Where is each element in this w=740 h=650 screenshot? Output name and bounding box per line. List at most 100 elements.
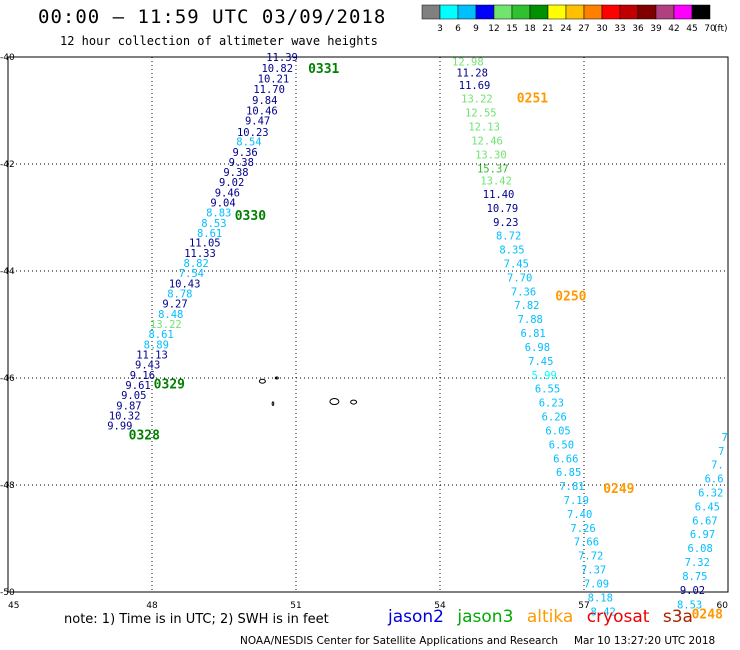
swh-value: 7.37: [581, 565, 606, 577]
swh-value: 7.88: [518, 314, 543, 326]
swh-value: 9.02: [680, 585, 705, 597]
satellite-key: jason2 jason3 altika cryosat s3a: [388, 607, 701, 627]
lat-tick-label: -48: [0, 481, 15, 491]
swh-value: 15.37: [477, 163, 509, 175]
swh-value: 9.04: [210, 198, 235, 210]
pass-label: 0328: [129, 429, 160, 444]
lon-tick-label: 54: [434, 601, 446, 611]
swh-value: 6.05: [545, 425, 570, 437]
swh-value: 6.66: [553, 453, 578, 465]
swh-value: 7.32: [685, 557, 710, 569]
swh-value: 8.53: [677, 599, 702, 611]
island-outline: [274, 376, 279, 380]
swh-value: 10.21: [258, 73, 290, 85]
swh-value: 7.82: [514, 300, 539, 312]
satellite-name-jason2: jason2: [388, 607, 444, 627]
swh-value: 7: [721, 432, 727, 444]
swh-value: 11.13: [136, 349, 168, 361]
swh-value: 7.19: [564, 495, 589, 507]
page-subtitle: 12 hour collection of altimeter wave hei…: [60, 34, 378, 48]
swh-value: 6.85: [556, 467, 581, 479]
pass-label: 0249: [603, 482, 634, 497]
map-frame: [7, 56, 729, 593]
swh-value: 13.22: [461, 94, 493, 106]
lat-tick-label: -46: [0, 374, 15, 384]
swh-value: 7.72: [578, 551, 603, 563]
swh-value: 8.42: [591, 606, 616, 618]
swh-value: 7.40: [567, 509, 592, 521]
swh-value: 11.33: [184, 248, 216, 260]
swh-value: 11.69: [459, 80, 491, 92]
swh-value: 11.28: [456, 68, 488, 80]
swh-value: 9.87: [116, 400, 141, 412]
swh-value: 6.32: [698, 487, 723, 499]
swh-value: 9.38: [229, 157, 254, 169]
swh-value: 10.79: [487, 203, 519, 215]
swh-value: 6.26: [542, 412, 567, 424]
swh-value: 9.43: [135, 360, 160, 372]
swh-value: 13.22: [150, 319, 182, 331]
swh-value: 7.81: [559, 481, 584, 493]
swh-value: 9.36: [232, 147, 257, 159]
swh-value: 8.83: [206, 208, 231, 220]
swh-value: 7.26: [570, 523, 595, 535]
lon-tick-label: 57: [578, 601, 589, 611]
swh-value: 8.75: [682, 571, 707, 583]
island-outline: [271, 401, 275, 406]
swh-value: 11.40: [483, 189, 515, 201]
swh-value: 8.82: [184, 258, 209, 270]
swh-value: 6.81: [520, 328, 545, 340]
swh-value: 9.27: [162, 299, 187, 311]
swh-value: 12.46: [471, 135, 503, 147]
swh-value: 6.45: [695, 501, 720, 513]
swh-value: 13.42: [480, 176, 512, 188]
lon-tick-label: 45: [8, 601, 19, 611]
swh-value: 6.23: [539, 398, 564, 410]
swh-value: 12.55: [465, 108, 497, 120]
swh-value: 8.53: [201, 218, 226, 230]
lat-tick-label: -50: [0, 588, 15, 598]
swh-value: 7.54: [179, 268, 204, 280]
pass-label: 0251: [517, 91, 548, 106]
swh-value: 12.98: [452, 56, 484, 68]
satellite-name-cryosat: cryosat: [586, 607, 650, 627]
footnote: note: 1) Time is in UTC; 2) SWH is in fe…: [64, 612, 329, 627]
pass-label: 0331: [308, 62, 339, 77]
pass-label: 0329: [154, 378, 185, 393]
swh-value: 9.02: [219, 177, 244, 189]
swh-value: 9.84: [252, 95, 277, 107]
swh-value: 13.30: [475, 149, 507, 161]
swh-value: 12.13: [468, 122, 500, 134]
swh-value: 7.: [711, 460, 724, 472]
swh-value: 9.16: [130, 370, 155, 382]
satellite-name-altika: altika: [526, 607, 574, 627]
island-outline: [329, 398, 340, 406]
swh-value: 8.72: [496, 231, 521, 243]
swh-value: 7.45: [504, 259, 529, 271]
swh-value: 8.61: [148, 329, 173, 341]
swh-value: 6.55: [535, 384, 560, 396]
credit-text: NOAA/NESDIS Center for Satellite Applica…: [240, 635, 558, 647]
swh-value: 8.18: [588, 592, 613, 604]
credit-line: NOAA/NESDIS Center for Satellite Applica…: [240, 635, 715, 647]
swh-value: 7.09: [584, 578, 609, 590]
swh-value: 10.82: [261, 63, 293, 75]
swh-value: 9.38: [223, 167, 248, 179]
swh-value: 6.50: [549, 439, 574, 451]
satellite-name-s3a: s3a: [662, 607, 693, 627]
lat-tick-label: -40: [0, 53, 15, 63]
lon-tick-label: 51: [290, 601, 301, 611]
swh-value: 6.08: [688, 543, 713, 555]
swh-value: 11.70: [253, 84, 285, 96]
lon-tick-label: 48: [146, 601, 158, 611]
pass-label: 0250: [555, 289, 586, 304]
swh-value: 7.45: [528, 356, 553, 368]
timestamp: Mar 10 13:27:20 UTC 2018: [574, 635, 716, 647]
swh-value: 8.54: [236, 137, 261, 149]
swh-value: 9.61: [125, 380, 150, 392]
swh-value: 6.97: [690, 529, 715, 541]
lon-tick-label: 60: [717, 601, 729, 611]
swh-value: 6.67: [692, 515, 717, 527]
swh-value: 9.05: [121, 390, 146, 402]
